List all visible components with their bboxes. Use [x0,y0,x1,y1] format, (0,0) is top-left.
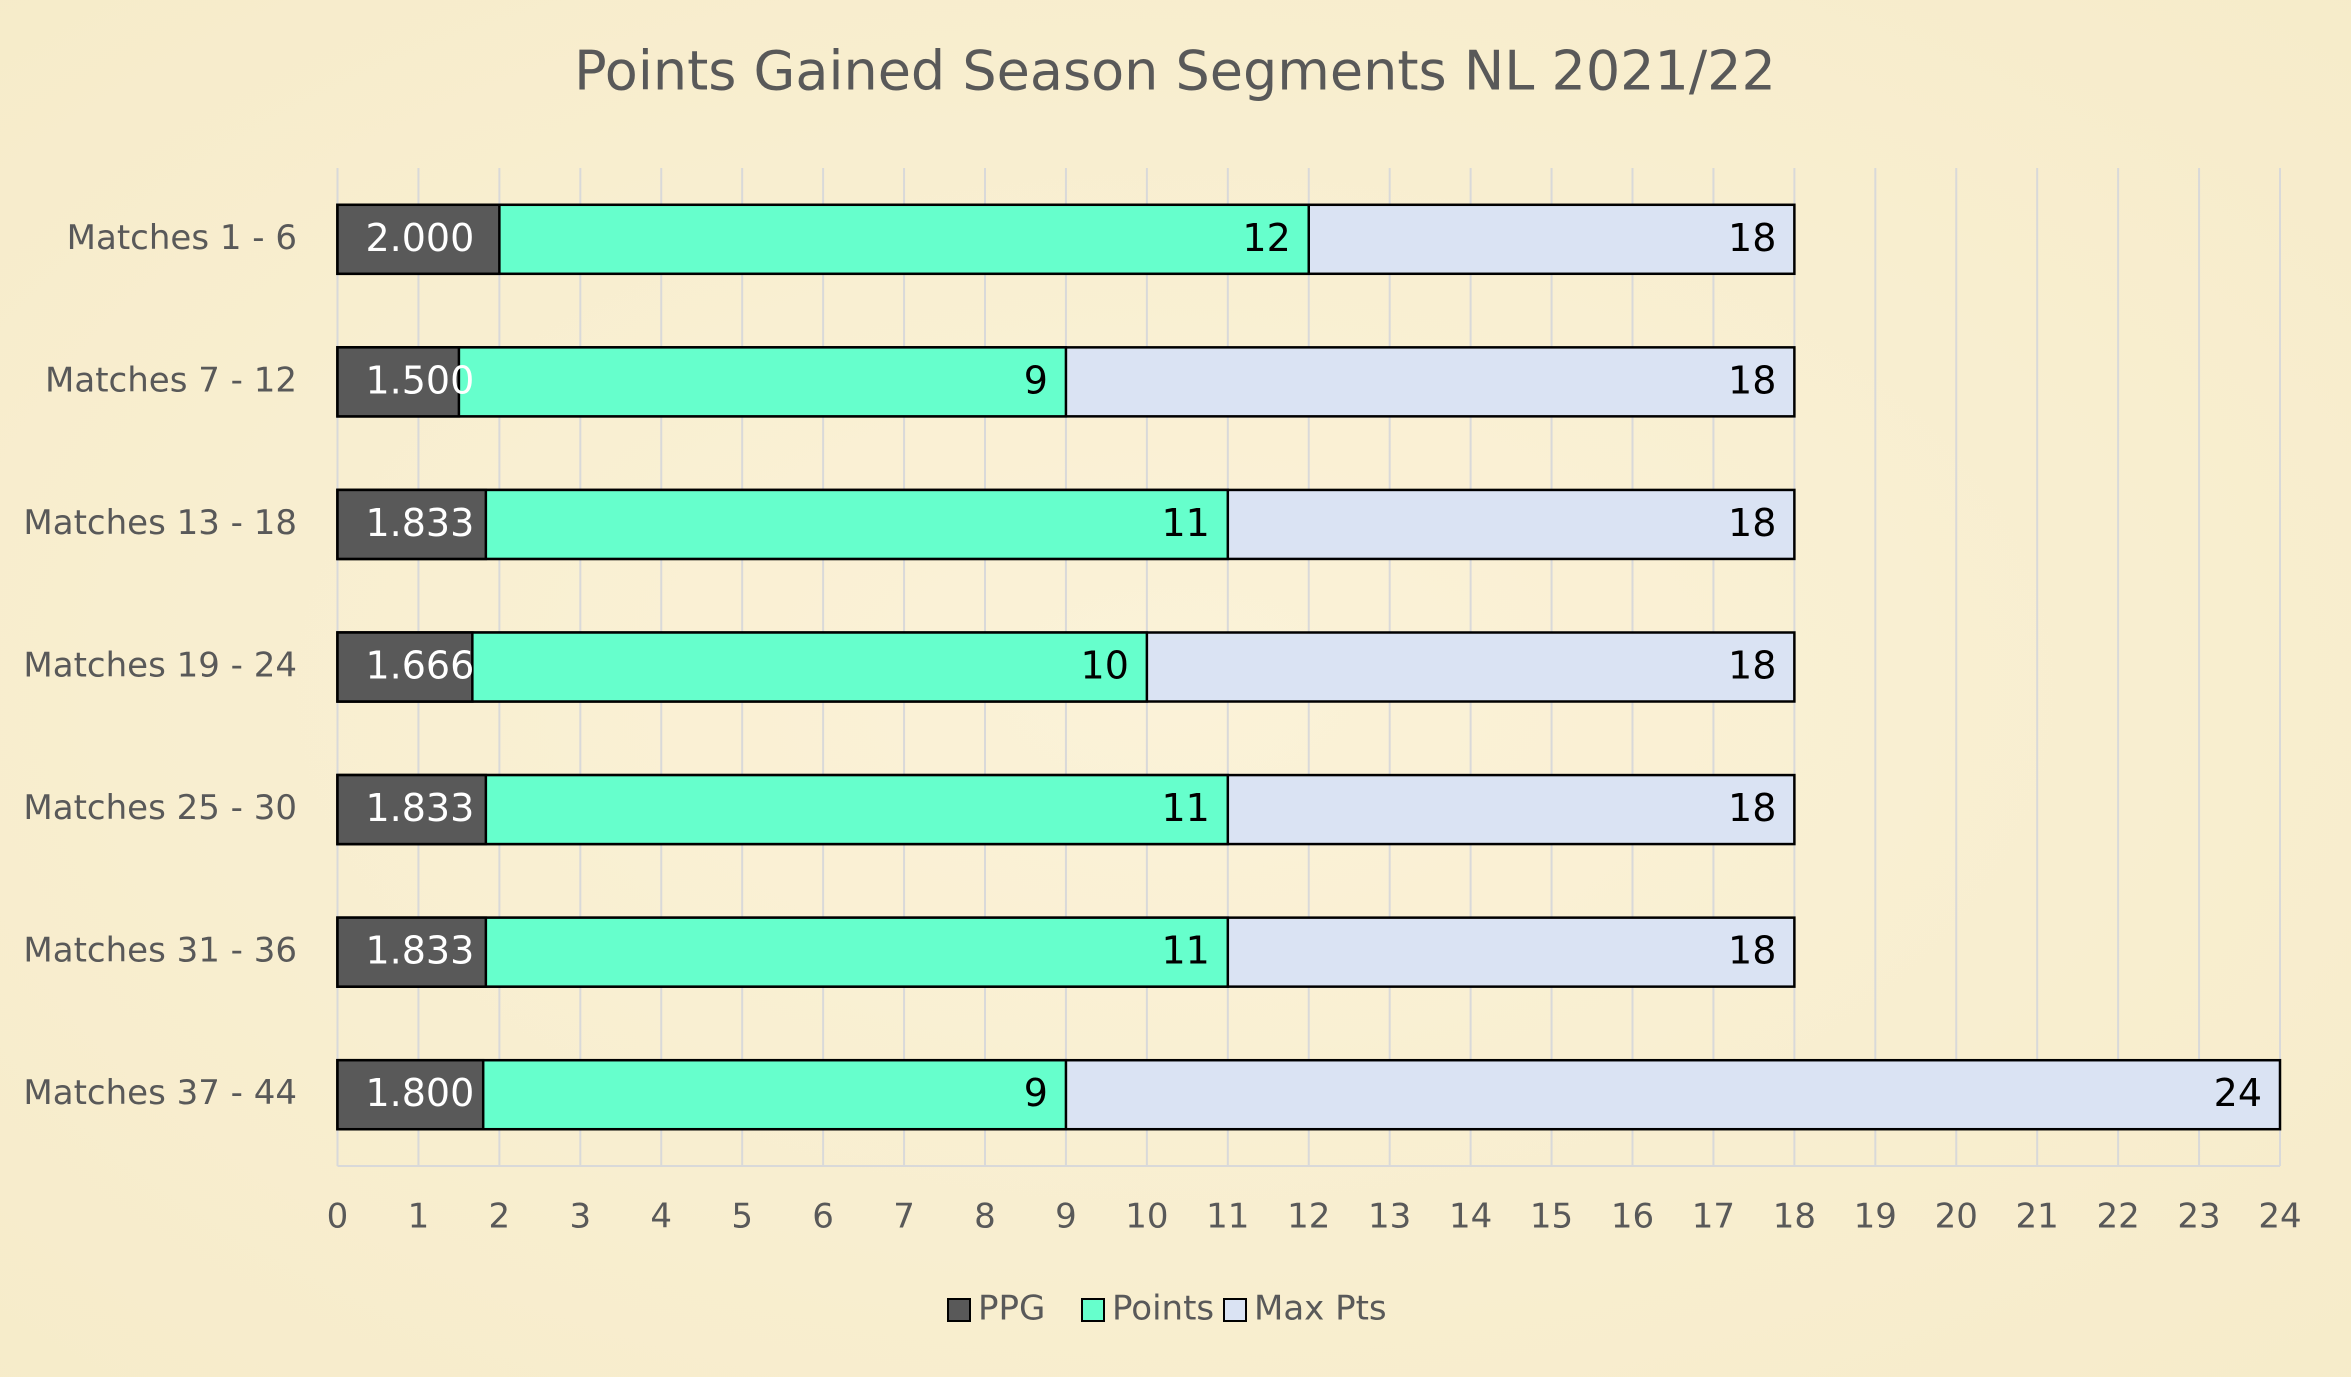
x-tick-label: 19 [1854,1197,1897,1237]
bar [336,631,474,703]
x-tick-label: 4 [650,1197,672,1237]
data-label: 11 [1161,929,1209,973]
x-tick-label: 0 [327,1197,349,1237]
data-label: 11 [1161,501,1209,545]
data-label: 10 [1081,644,1129,688]
legend-swatch [947,1298,971,1322]
chart-title: Points Gained Season Segments NL 2021/22 [574,40,1776,103]
x-tick-label: 24 [2258,1197,2301,1237]
data-label: 9 [1024,358,1048,402]
x-tick-label: 11 [1206,1197,1249,1237]
x-tick-label: 1 [408,1197,430,1237]
bar [336,773,488,846]
data-label: 1.666 [366,644,475,688]
data-label: 1.833 [366,929,475,973]
x-tick-label: 17 [1692,1197,1735,1237]
data-label: 18 [1728,929,1776,973]
data-label: 2.000 [366,216,475,260]
data-label: 18 [1728,501,1776,545]
x-tick-label: 23 [2177,1197,2220,1237]
x-tick-label: 20 [1935,1197,1978,1237]
x-tick-label: 10 [1125,1197,1168,1237]
x-tick-label: 9 [1055,1197,1077,1237]
data-label: 1.833 [366,786,475,830]
x-tick-label: 22 [2096,1197,2139,1237]
x-tick-label: 6 [812,1197,834,1237]
data-label: 1.800 [366,1071,475,1115]
y-tick-label: Matches 7 - 12 [45,360,297,400]
bar [336,1058,485,1131]
legend-label: PPG [978,1289,1045,1329]
x-tick-label: 3 [569,1197,591,1237]
x-tick-label: 15 [1530,1197,1573,1237]
bar [336,916,488,988]
data-label: 18 [1728,358,1776,402]
x-tick-label: 16 [1611,1197,1654,1237]
x-tick-label: 12 [1287,1197,1330,1237]
x-tick-label: 14 [1449,1197,1492,1237]
y-tick-label: Matches 37 - 44 [23,1073,297,1113]
data-label: 1.500 [366,358,475,402]
legend-swatch [1081,1298,1105,1322]
data-label: 12 [1242,216,1290,260]
data-label: 18 [1728,216,1776,260]
data-label: 18 [1728,786,1776,830]
x-tick-label: 21 [2016,1197,2059,1237]
data-label: 9 [1024,1071,1048,1115]
legend-label: Max Pts [1254,1289,1387,1329]
bar [336,346,461,418]
y-tick-label: Matches 19 - 24 [23,646,297,686]
y-tick-label: Matches 31 - 36 [23,931,297,971]
data-label: 24 [2214,1071,2262,1115]
data-label: 1.833 [366,501,475,545]
x-tick-label: 2 [489,1197,511,1237]
y-tick-label: Matches 13 - 18 [23,503,297,543]
x-tick-label: 18 [1773,1197,1816,1237]
bar [336,203,501,276]
x-tick-label: 5 [731,1197,753,1237]
legend-swatch [1223,1298,1247,1322]
x-tick-label: 7 [893,1197,915,1237]
legend-label: Points [1112,1289,1214,1329]
data-label: 18 [1728,644,1776,688]
y-tick-label: Matches 1 - 6 [67,218,297,258]
y-tick-label: Matches 25 - 30 [23,788,297,828]
x-tick-label: 8 [974,1197,996,1237]
x-tick-label: 13 [1368,1197,1411,1237]
data-label: 11 [1161,786,1209,830]
bar [336,488,488,561]
